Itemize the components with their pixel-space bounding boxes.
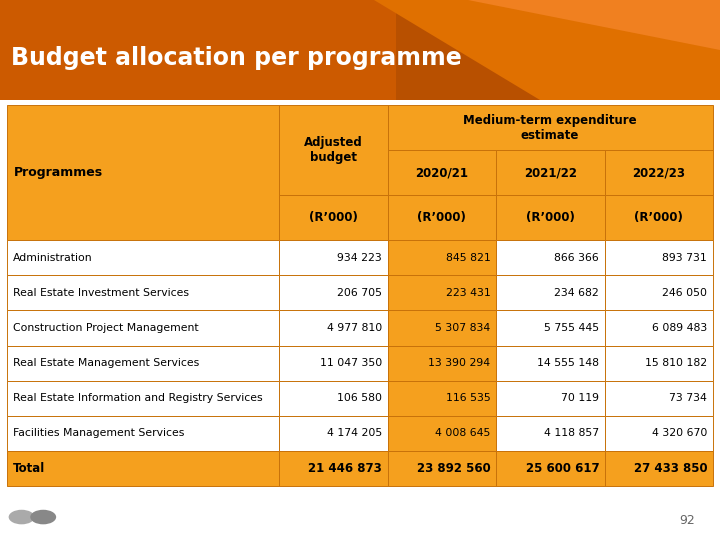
Text: 4 118 857: 4 118 857 <box>544 428 599 438</box>
Text: 21 446 873: 21 446 873 <box>308 462 382 475</box>
Text: 92: 92 <box>679 514 695 526</box>
Bar <box>7 381 279 416</box>
Text: 4 174 205: 4 174 205 <box>327 428 382 438</box>
Text: 23 892 560: 23 892 560 <box>417 462 490 475</box>
Text: 15 810 182: 15 810 182 <box>645 358 707 368</box>
Bar <box>496 310 605 346</box>
Bar <box>387 381 496 416</box>
Bar <box>605 346 713 381</box>
Bar <box>496 240 605 275</box>
Bar <box>279 240 387 275</box>
Text: Real Estate Information and Registry Services: Real Estate Information and Registry Ser… <box>13 393 263 403</box>
Bar <box>279 346 387 381</box>
Bar <box>605 240 713 275</box>
Bar <box>7 240 279 275</box>
Text: 4 008 645: 4 008 645 <box>435 428 490 438</box>
Bar <box>279 195 387 240</box>
Bar <box>279 416 387 451</box>
Text: 234 682: 234 682 <box>554 288 599 298</box>
Polygon shape <box>468 0 720 50</box>
Bar <box>387 310 496 346</box>
Bar <box>496 150 605 195</box>
Bar <box>605 310 713 346</box>
Polygon shape <box>374 0 720 100</box>
Bar <box>279 310 387 346</box>
Bar <box>387 240 496 275</box>
Bar <box>7 275 279 310</box>
Text: Budget allocation per programme: Budget allocation per programme <box>11 46 462 70</box>
Circle shape <box>30 510 56 524</box>
Bar <box>387 346 496 381</box>
Bar <box>387 416 496 451</box>
Text: 2021/22: 2021/22 <box>524 166 577 179</box>
Text: 866 366: 866 366 <box>554 253 599 263</box>
Text: Real Estate Investment Services: Real Estate Investment Services <box>13 288 189 298</box>
Text: 934 223: 934 223 <box>337 253 382 263</box>
Text: (R’000): (R’000) <box>526 211 575 224</box>
Text: Administration: Administration <box>13 253 92 263</box>
Bar <box>387 195 496 240</box>
Bar <box>279 105 387 195</box>
Text: Construction Project Management: Construction Project Management <box>13 323 199 333</box>
Text: 2022/23: 2022/23 <box>632 166 685 179</box>
Text: 2020/21: 2020/21 <box>415 166 468 179</box>
Bar <box>496 451 605 486</box>
Bar <box>605 416 713 451</box>
Text: Facilities Management Services: Facilities Management Services <box>13 428 184 438</box>
Text: 223 431: 223 431 <box>446 288 490 298</box>
Bar <box>605 451 713 486</box>
Text: 25 600 617: 25 600 617 <box>526 462 599 475</box>
Text: 5 307 834: 5 307 834 <box>436 323 490 333</box>
Text: Programmes: Programmes <box>14 166 104 179</box>
Text: 6 089 483: 6 089 483 <box>652 323 707 333</box>
Text: 5 755 445: 5 755 445 <box>544 323 599 333</box>
Text: Medium-term expenditure
estimate: Medium-term expenditure estimate <box>464 114 637 142</box>
Text: 845 821: 845 821 <box>446 253 490 263</box>
Text: 116 535: 116 535 <box>446 393 490 403</box>
Bar <box>496 195 605 240</box>
Text: 73 734: 73 734 <box>670 393 707 403</box>
Bar <box>279 275 387 310</box>
Bar <box>387 275 496 310</box>
Bar <box>605 195 713 240</box>
Bar <box>496 416 605 451</box>
Bar <box>7 105 279 240</box>
Bar <box>7 451 279 486</box>
Text: 893 731: 893 731 <box>662 253 707 263</box>
Text: (R’000): (R’000) <box>634 211 683 224</box>
Bar <box>605 275 713 310</box>
Bar <box>7 310 279 346</box>
Bar <box>605 150 713 195</box>
Bar <box>387 105 713 150</box>
Text: 4 320 670: 4 320 670 <box>652 428 707 438</box>
Bar <box>279 451 387 486</box>
Text: (R’000): (R’000) <box>309 211 358 224</box>
Text: 70 119: 70 119 <box>561 393 599 403</box>
Bar <box>496 381 605 416</box>
Bar <box>387 451 496 486</box>
Bar <box>605 381 713 416</box>
Bar <box>496 346 605 381</box>
Circle shape <box>9 510 35 524</box>
Text: 13 390 294: 13 390 294 <box>428 358 490 368</box>
Bar <box>7 416 279 451</box>
Bar <box>496 275 605 310</box>
Bar <box>387 150 496 195</box>
Text: 14 555 148: 14 555 148 <box>537 358 599 368</box>
Text: Total: Total <box>13 462 45 475</box>
Text: (R’000): (R’000) <box>418 211 467 224</box>
Text: 27 433 850: 27 433 850 <box>634 462 707 475</box>
Bar <box>7 346 279 381</box>
Text: 246 050: 246 050 <box>662 288 707 298</box>
Bar <box>0 0 396 100</box>
Text: Adjusted
budget: Adjusted budget <box>304 136 363 164</box>
Text: 206 705: 206 705 <box>337 288 382 298</box>
Text: 106 580: 106 580 <box>337 393 382 403</box>
Text: 11 047 350: 11 047 350 <box>320 358 382 368</box>
Text: 4 977 810: 4 977 810 <box>327 323 382 333</box>
Bar <box>279 381 387 416</box>
Text: Real Estate Management Services: Real Estate Management Services <box>13 358 199 368</box>
